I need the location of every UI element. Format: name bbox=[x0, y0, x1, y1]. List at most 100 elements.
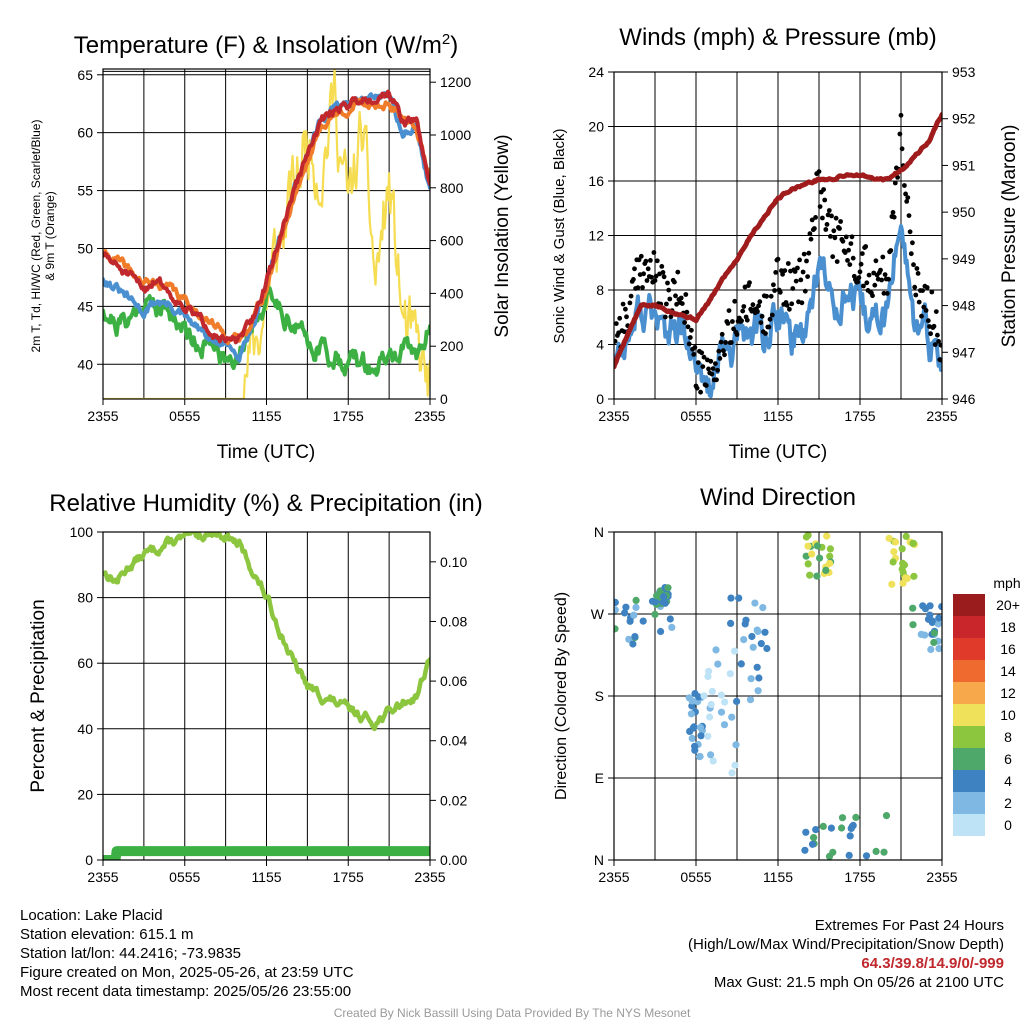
wind-y2tick-label: 953 bbox=[952, 64, 976, 80]
wind-gust-point bbox=[672, 279, 677, 285]
wind-gust-point bbox=[840, 238, 846, 244]
dir-point bbox=[882, 812, 891, 820]
dir-point bbox=[753, 663, 761, 671]
wind-gust-point bbox=[870, 293, 875, 299]
wind-gust-point bbox=[694, 385, 700, 391]
wind-gust-point bbox=[723, 340, 728, 345]
wind-gust-point bbox=[790, 286, 796, 291]
station-location: Location: Lake Placid bbox=[20, 907, 163, 924]
dir-point bbox=[755, 674, 763, 682]
wind-gust-point bbox=[726, 308, 732, 313]
wind-gust-point bbox=[938, 342, 942, 348]
wind-gust-point bbox=[891, 214, 897, 220]
rh-ytick-label: 20 bbox=[77, 786, 93, 802]
rh-ytick-label: 80 bbox=[77, 590, 93, 606]
wind-gust-point bbox=[640, 285, 645, 290]
wind-gust-point bbox=[880, 254, 886, 260]
dir-point bbox=[813, 572, 821, 580]
wind-gust-point bbox=[722, 352, 727, 358]
wind-gust-point bbox=[913, 292, 919, 298]
humidity-panel: Relative Humidity (%) & Precipitation (i… bbox=[28, 490, 483, 793]
dir-point bbox=[747, 675, 755, 683]
wind-gust-point bbox=[631, 277, 636, 282]
dir-point bbox=[935, 645, 942, 653]
wind-gust-point bbox=[750, 302, 756, 308]
dir-point bbox=[651, 598, 659, 606]
wind-gust-point bbox=[682, 320, 687, 325]
wind-gust-point bbox=[720, 348, 726, 354]
temp-plotarea bbox=[103, 69, 430, 399]
dir-point bbox=[823, 532, 831, 540]
credit-line: Created By Nick Bassill Using Data Provi… bbox=[333, 1006, 691, 1020]
temp-y2tick-label: 0 bbox=[440, 391, 448, 407]
dir-point bbox=[845, 851, 853, 860]
wind-gust-point bbox=[787, 306, 792, 312]
dir-point bbox=[691, 742, 699, 750]
dir-point bbox=[731, 761, 739, 769]
temperature-panel-xlabel: Time (UTC) bbox=[217, 442, 316, 463]
wind-gust-point bbox=[855, 279, 861, 285]
dir-point bbox=[826, 545, 835, 553]
wind-gust-point bbox=[800, 269, 806, 275]
temp-xtick-label: 0555 bbox=[169, 408, 200, 424]
temp-y2tick-label: 800 bbox=[440, 180, 464, 196]
dir-point bbox=[930, 638, 938, 647]
wind-gust-point bbox=[685, 324, 691, 330]
wind-gust-point bbox=[614, 321, 619, 326]
dir-point bbox=[707, 751, 715, 759]
wind-gust-point bbox=[888, 248, 894, 253]
dir-point bbox=[721, 698, 729, 706]
wind-gust-point bbox=[915, 271, 921, 276]
dir-point bbox=[741, 620, 749, 628]
dir-point bbox=[806, 571, 814, 579]
max-gust: Max Gust: 21.5 mph On 05/26 at 2100 UTC bbox=[713, 974, 1004, 991]
colorbar-swatch bbox=[953, 660, 985, 682]
dir-point bbox=[629, 640, 637, 648]
wind-gust-point bbox=[678, 295, 684, 301]
wind-gust-point bbox=[739, 318, 744, 324]
rh-y2tick-label: 0.00 bbox=[440, 852, 467, 868]
dir-point bbox=[614, 598, 619, 606]
wind-gust-point bbox=[730, 319, 735, 324]
dir-point bbox=[826, 559, 834, 568]
wind-panel-title: Winds (mph) & Pressure (mb) bbox=[619, 24, 936, 51]
wind-gust-point bbox=[898, 112, 904, 118]
wind-gust-point bbox=[916, 299, 922, 305]
temperature-panel-title: Temperature (F) & Insolation (W/m2) bbox=[74, 31, 458, 59]
humidity-panel-title: Relative Humidity (%) & Precipitation (i… bbox=[49, 490, 482, 517]
wind-gust-point bbox=[830, 254, 836, 260]
wind-gust-point bbox=[920, 288, 925, 293]
wind-gust-point bbox=[651, 250, 657, 255]
wind-gust-point bbox=[925, 318, 931, 324]
wind-gust-point bbox=[848, 241, 854, 247]
dir-point bbox=[626, 617, 634, 625]
wind-gust-point bbox=[863, 244, 869, 249]
wind-gust-point bbox=[635, 285, 641, 291]
dir-point bbox=[838, 814, 847, 822]
wind-gust-point bbox=[904, 199, 910, 204]
wind-gust-point bbox=[757, 299, 763, 305]
dir-point bbox=[727, 594, 735, 602]
temp-y2tick-label: 400 bbox=[440, 285, 464, 301]
wind-gust-point bbox=[758, 320, 764, 325]
dir-point bbox=[927, 645, 935, 654]
wind-axes: 2355 0555 1155 1755 235504812162024946947948… bbox=[588, 64, 975, 424]
wind-gust-point bbox=[845, 258, 850, 263]
dir-point bbox=[899, 579, 907, 587]
colorbar-title: mph bbox=[993, 575, 1020, 591]
wind-gust-point bbox=[808, 236, 814, 242]
wind-gust-point bbox=[772, 288, 777, 293]
colorbar-label: 10 bbox=[1000, 707, 1016, 723]
dir-point bbox=[763, 644, 771, 653]
colorbar-swatch bbox=[953, 616, 985, 638]
dir-point bbox=[728, 769, 736, 777]
dir-point bbox=[689, 724, 697, 732]
dir-point bbox=[901, 574, 910, 582]
dir-point bbox=[921, 605, 930, 613]
wind-gust-point bbox=[632, 266, 637, 272]
dir-point bbox=[728, 713, 736, 721]
dir-point bbox=[732, 741, 740, 749]
rh-line-precip bbox=[103, 846, 430, 860]
wind-gust-point bbox=[878, 267, 883, 273]
dir-point bbox=[714, 660, 722, 668]
